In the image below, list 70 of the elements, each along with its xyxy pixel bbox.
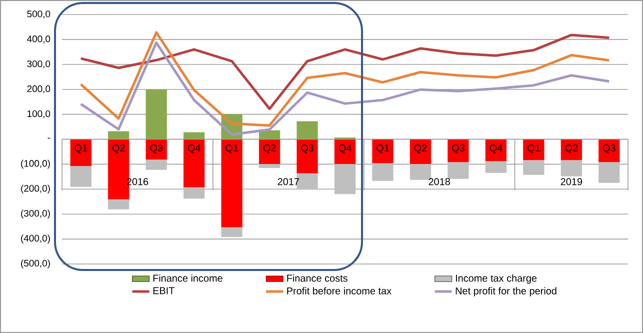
bar [485,139,507,162]
bar [560,160,582,176]
bar [146,160,167,170]
bar [485,161,507,173]
bar [598,162,620,183]
x-tick-label: Q3 [150,144,163,154]
bar [70,166,92,187]
x-tick-label: Q1 [376,144,389,154]
y-tick-label: 400,0 [27,36,50,44]
bar [334,139,356,164]
bar [372,139,394,164]
y-tick-label: 500,0 [27,10,50,18]
y-tick-label: (300,0) [21,210,50,218]
y-tick-label: (500,0) [21,260,50,268]
bar [598,139,620,162]
bar [334,164,356,194]
bar [410,164,432,180]
x-tick-label: Q4 [188,144,200,154]
legend-label: Finance costs [287,274,348,282]
bar [184,132,205,140]
y-tick-label: 100,0 [28,110,50,118]
bar [296,139,318,174]
bar [108,199,130,210]
bar [410,139,432,164]
x-tick-label: Q4 [338,144,352,154]
line-series [80,34,610,110]
x-tick-label: Q2 [263,144,276,154]
bar [448,139,469,162]
bar [296,121,318,140]
annotation: 2018 [428,178,450,186]
x-tick-label: Q1 [74,144,88,154]
bar [258,139,280,164]
x-tick-label: Q3 [301,144,314,154]
bar [184,139,205,188]
bar [146,90,167,140]
bar [523,139,544,160]
bar [560,139,582,160]
x-tick-label: Q2 [565,144,578,154]
annotation: 2017 [278,178,299,186]
x-tick-label: Q2 [414,144,427,154]
bar [372,163,394,181]
x-tick-label: Q4 [490,144,502,154]
x-tick-label: Q2 [112,144,125,154]
y-tick-label: 300,0 [27,60,50,68]
line-series [80,31,610,127]
bar [70,139,92,166]
legend-label: Net profit for the period [456,287,556,296]
x-tick-label: Q1 [527,144,540,154]
line-series [80,41,610,136]
annotation: 2019 [560,178,582,186]
y-tick-label: (100,0) [21,160,50,169]
bar [258,164,280,168]
x-tick-label: Q3 [602,144,616,154]
bar [523,160,544,175]
legend-label: Income tax charge [456,274,537,284]
bar [146,139,167,160]
bar [221,227,242,238]
legend-label: Finance income [153,274,222,282]
y-tick-label: (400,0) [21,234,50,244]
bar [221,139,242,228]
y-tick-label: (200,0) [21,184,50,194]
bar [448,162,469,179]
x-tick-label: Q1 [226,144,238,154]
bar [184,187,205,199]
legend-label: Profit before income tax [287,287,392,294]
legend-label: EBIT [153,287,174,294]
bar [108,131,130,140]
y-tick-label: 200,0 [27,85,50,94]
x-tick-label: Q3 [452,144,464,154]
y-tick-label: - [48,138,50,139]
